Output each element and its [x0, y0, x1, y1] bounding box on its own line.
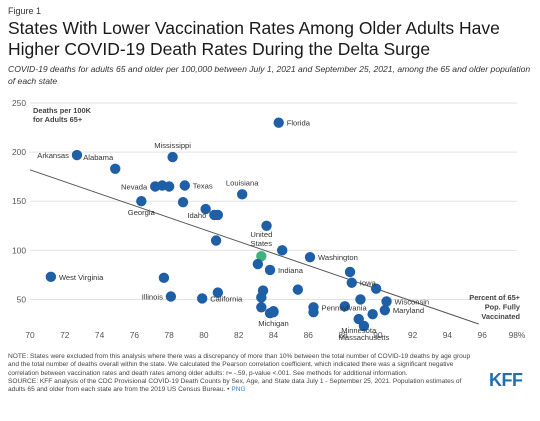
x-tick-label: 76: [130, 330, 140, 340]
label-washington: Washington: [318, 253, 358, 262]
x-tick-label: 82: [234, 330, 244, 340]
label-idaho: Idaho: [187, 211, 206, 220]
data-point: [200, 203, 211, 215]
label-pennsylvania: Pennsylvania: [322, 303, 368, 312]
point-massachusetts: [358, 320, 370, 332]
x-axis-label: Percent of 65+ Pop. Fully Vaccinated: [469, 293, 521, 321]
png-download-link[interactable]: PNG: [231, 386, 246, 394]
data-point: [261, 220, 272, 231]
x-tick-label: 80: [199, 330, 209, 340]
chart-title: States With Lower Vaccination Rates Amon…: [8, 18, 500, 59]
data-point: [252, 258, 264, 270]
grid-lines: [30, 102, 517, 300]
point-washington: [304, 252, 316, 263]
x-tick-label: 96: [478, 330, 488, 340]
data-point: [344, 266, 356, 278]
data-points: [45, 117, 392, 332]
x-tick-label: 94: [443, 330, 453, 340]
note-text: NOTE: States were excluded from this ana…: [8, 353, 471, 377]
data-point: [370, 283, 382, 294]
y-tick-label: 100: [12, 245, 26, 255]
point-texas: [179, 180, 190, 191]
x-tick-label: 92: [408, 330, 418, 340]
label-minnesota: Minnesota: [341, 326, 377, 335]
label-maryland: Maryland: [393, 306, 424, 315]
point-california: [196, 293, 208, 304]
y-tick-label: 150: [12, 196, 26, 206]
label-nevada: Nevada: [121, 182, 148, 191]
point-mississippi: [167, 151, 178, 163]
point-florida: [273, 117, 284, 128]
label-illinois: Illinois: [142, 292, 163, 301]
footnote: NOTE: States were excluded from this ana…: [8, 353, 478, 394]
figure-label: Figure 1: [8, 6, 42, 16]
point-wisconsin: [381, 296, 392, 307]
point-united-states: [256, 251, 267, 262]
data-point: [367, 308, 378, 320]
data-point: [256, 302, 267, 313]
data-point: [276, 245, 288, 256]
label-massachusetts: Massachusetts: [339, 333, 390, 342]
data-point: [308, 307, 319, 318]
data-point: [292, 284, 304, 295]
label-west-virginia: West Virginia: [59, 273, 104, 282]
y-axis-ticks: 50 100 150 200 250: [12, 98, 26, 304]
point-georgia: [136, 196, 147, 207]
y-axis-label: Deaths per 100K for Adults 65+: [33, 106, 92, 124]
label-iowa: Iowa: [360, 279, 377, 288]
point-illinois: [165, 291, 177, 302]
point-maryland: [379, 305, 391, 316]
label-michigan: Michigan: [258, 319, 288, 328]
data-point: [212, 209, 224, 221]
x-tick-label: 78: [164, 330, 174, 340]
label-california: California: [210, 294, 243, 303]
y-tick-label: 200: [12, 147, 26, 157]
label-alabama: Alabama: [83, 153, 114, 162]
data-point: [210, 235, 222, 246]
point-iowa: [346, 277, 357, 288]
x-tick-label: 72: [60, 330, 70, 340]
label-united-states: United States: [250, 230, 272, 248]
label-louisiana: Louisiana: [226, 178, 259, 187]
label-texas: Texas: [193, 182, 213, 191]
point-alabama: [110, 163, 121, 175]
label-indiana: Indiana: [278, 266, 304, 275]
x-axis-ticks: 70 72 74 76 78 80 82 84 86 88 90 92 94 96 98%: [25, 330, 526, 340]
data-point: [256, 292, 267, 303]
data-point: [355, 294, 366, 305]
point-indiana: [264, 264, 276, 276]
x-tick-label: 98%: [509, 330, 526, 340]
x-tick-label: 74: [95, 330, 105, 340]
point-west-virginia: [45, 271, 57, 283]
chart-subtitle: COVID-19 deaths for adults 65 and older …: [8, 64, 531, 86]
data-point: [158, 272, 170, 284]
y-tick-label: 50: [17, 294, 27, 304]
trend-line: [29, 169, 479, 325]
data-point: [163, 181, 175, 192]
kff-logo: KFF: [489, 370, 523, 390]
x-tick-label: 86: [304, 330, 314, 340]
x-tick-label: 90: [373, 330, 383, 340]
x-tick-label: 88: [338, 330, 348, 340]
label-arkansas: Arkansas: [37, 151, 69, 160]
data-point: [212, 287, 224, 298]
point-louisiana: [236, 189, 248, 200]
point-arkansas: [71, 149, 83, 161]
y-tick-label: 250: [12, 98, 26, 108]
data-point: [177, 197, 189, 208]
label-mississippi: Mississippi: [154, 141, 191, 150]
label-florida: Florida: [287, 119, 311, 128]
point-labels: Florida Arkansas Mississippi Alabama Nevada T…: [37, 119, 429, 342]
data-point: [339, 301, 351, 312]
label-wisconsin: Wisconsin: [395, 297, 430, 306]
source-text: SOURCE: KFF analysis of the CDC Provisio…: [8, 377, 462, 394]
point-michigan: [268, 307, 279, 318]
x-tick-label: 84: [269, 330, 279, 340]
label-georgia: Georgia: [128, 208, 156, 217]
x-tick-label: 70: [25, 330, 35, 340]
